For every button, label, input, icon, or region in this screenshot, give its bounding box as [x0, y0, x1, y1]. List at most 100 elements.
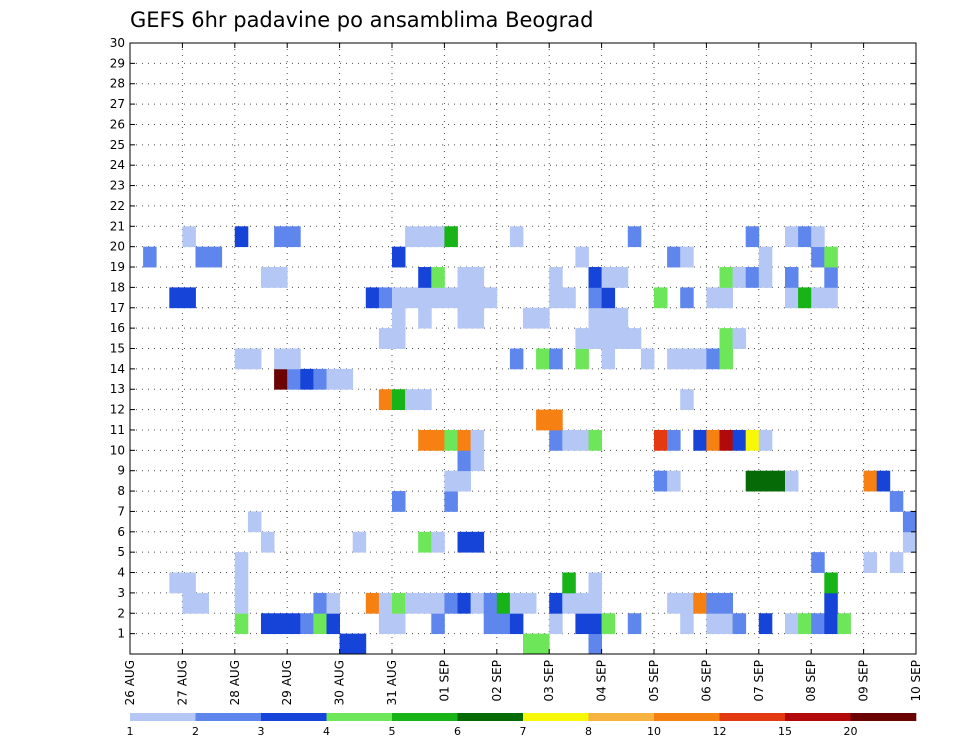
precip-cell [470, 531, 485, 553]
precip-cell [352, 531, 367, 553]
precip-cell [588, 429, 602, 451]
precip-cell [811, 246, 825, 268]
y-tick-label: 25 [110, 138, 125, 152]
precip-cell [182, 287, 196, 309]
precip-cell [418, 592, 432, 614]
precip-cell [798, 226, 812, 248]
colorbar-label: 7 [520, 725, 527, 738]
y-tick-label: 5 [117, 545, 125, 559]
precip-cell [234, 592, 249, 614]
precip-cell [339, 368, 354, 390]
x-tick-label: 09 SEP [857, 660, 871, 702]
precip-cell [562, 592, 576, 614]
precip-cell [667, 348, 681, 370]
precip-cell [326, 613, 340, 635]
precip-cell [418, 267, 432, 288]
precip-cell [431, 226, 445, 248]
precip-cell [863, 470, 878, 492]
precip-cell [824, 287, 838, 309]
precip-cell [575, 328, 589, 349]
precip-cell [378, 328, 393, 349]
precip-cell [902, 511, 917, 533]
colorbar: 1 2 3 4 5 6 7 8 10 12 15 20 [127, 713, 917, 738]
y-tick-label: 3 [117, 586, 125, 600]
precip-cell [654, 429, 668, 451]
y-tick-label: 11 [110, 423, 125, 437]
precip-cell [365, 592, 380, 614]
precip-cell [457, 429, 471, 451]
x-axis-ticks: 26 AUG 27 AUG 28 AUG 29 AUG 30 AUG 31 AUG 01 S… [123, 43, 923, 705]
precip-cell [392, 287, 406, 309]
y-tick-label: 27 [110, 97, 125, 111]
precip-cell [470, 307, 485, 329]
precip-cell [274, 368, 288, 390]
precip-cell [274, 226, 288, 248]
precip-cell [719, 328, 733, 349]
precip-cell [549, 409, 563, 431]
precip-cell [562, 287, 576, 309]
precip-cell [274, 267, 288, 288]
precip-cell [627, 613, 642, 635]
precip-cell [418, 531, 432, 553]
precip-cell [562, 572, 576, 594]
precip-cell [457, 531, 471, 553]
colorbar-swatch [195, 713, 262, 721]
colorbar-label: 10 [647, 725, 661, 738]
precip-cell [785, 470, 799, 492]
precip-cell [509, 226, 524, 248]
precip-cell [536, 348, 550, 370]
x-tick-label: 06 SEP [699, 660, 713, 702]
precip-cell [208, 246, 223, 268]
precip-cell [876, 470, 891, 492]
precip-cell [824, 267, 838, 288]
precip-cell [365, 287, 380, 309]
colorbar-swatch [588, 713, 655, 721]
precip-cell [234, 572, 249, 594]
precip-cell [588, 267, 602, 288]
precip-cell [758, 470, 773, 492]
precip-cell [352, 633, 367, 655]
precip-cell [785, 613, 799, 635]
precip-cell [745, 226, 760, 248]
colorbar-label: 5 [389, 725, 396, 738]
precip-cell [234, 552, 249, 573]
precip-cell [798, 613, 812, 635]
precip-cell [182, 592, 196, 614]
precip-cell [549, 267, 563, 288]
precip-cell [405, 389, 419, 410]
precip-cell [418, 226, 432, 248]
precipitation-cells [143, 226, 917, 655]
colorbar-label: 12 [713, 725, 727, 738]
x-tick-label: 26 AUG [123, 660, 137, 705]
precip-cell [405, 287, 419, 309]
colorbar-swatch [785, 713, 851, 721]
colorbar-swatch [261, 713, 327, 721]
precip-cell [824, 246, 838, 268]
precip-cell [758, 613, 773, 635]
x-tick-label: 08 SEP [804, 660, 818, 702]
precip-cell [483, 287, 498, 309]
precip-cell [444, 287, 458, 309]
precip-cell [261, 267, 275, 288]
precip-cell [549, 348, 563, 370]
precip-cell [313, 613, 327, 635]
precip-cell [523, 307, 537, 329]
x-tick-label: 03 SEP [542, 660, 556, 702]
precip-cell [575, 613, 589, 635]
precip-cell [588, 613, 602, 635]
precip-cell [470, 267, 485, 288]
precip-cell [274, 613, 288, 635]
precip-cell [601, 307, 616, 329]
precip-cell [261, 613, 275, 635]
precip-cell [313, 592, 327, 614]
x-tick-label: 29 AUG [280, 660, 294, 705]
precip-cell [418, 287, 432, 309]
precip-cell [392, 613, 406, 635]
precip-cell [523, 592, 537, 614]
y-axis-ticks: 1234567891011121314151617181920212223242… [110, 36, 916, 641]
colorbar-swatch [457, 713, 524, 721]
precip-cell [143, 246, 157, 268]
x-tick-label: 27 AUG [175, 660, 189, 705]
colorbar-label: 8 [585, 725, 592, 738]
